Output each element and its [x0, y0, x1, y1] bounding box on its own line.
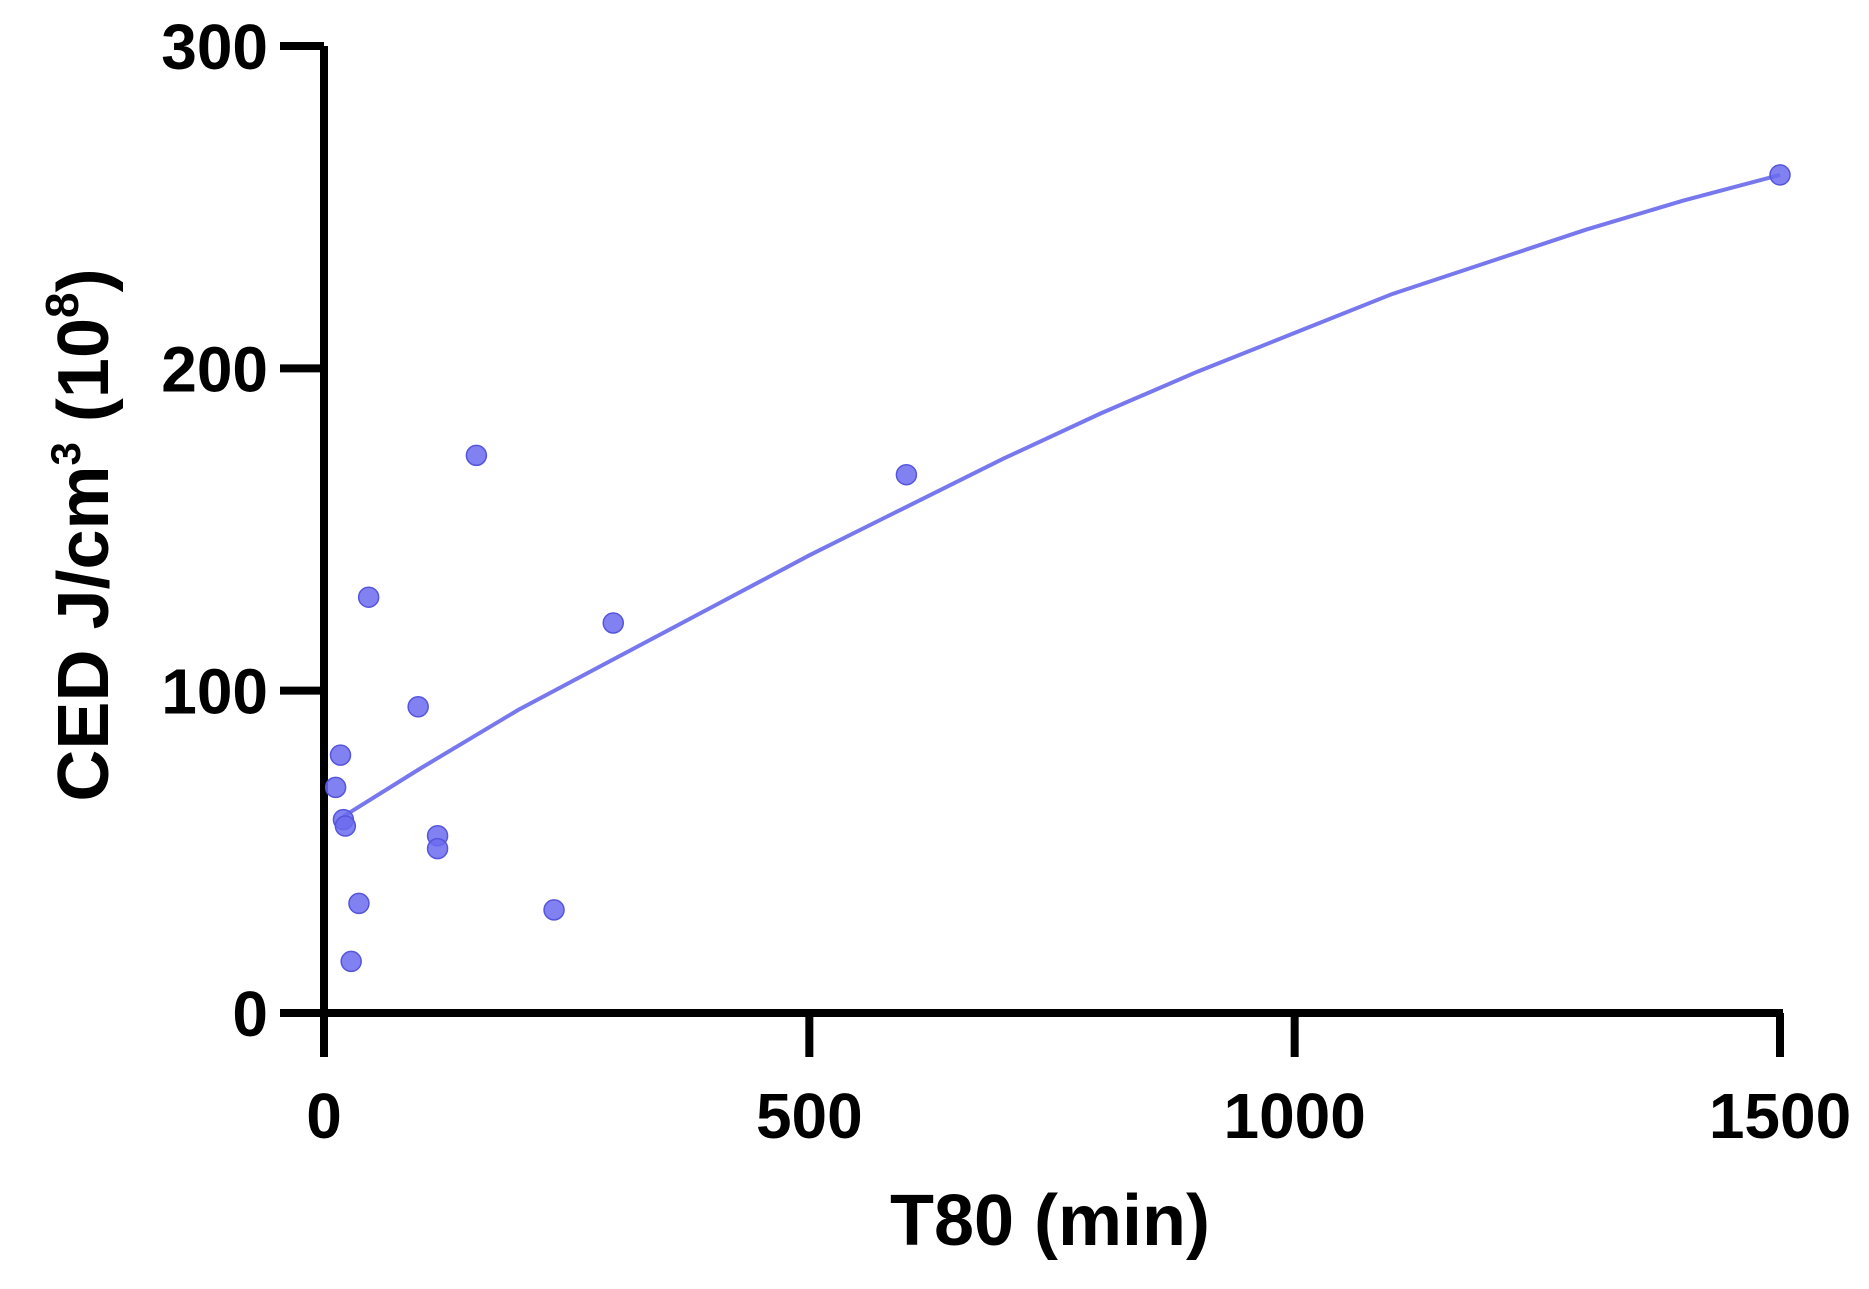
data-point [348, 892, 370, 915]
data-point [324, 776, 347, 799]
x-tick-label: 0 [306, 1080, 342, 1152]
y-axis-title-unit-open: (10 [44, 318, 124, 442]
y-axis-title: CED J/cm3 (108) [36, 268, 124, 801]
y-axis-title-unit-sup: 8 [36, 292, 88, 318]
x-axis: 0 500 1000 1500 [280, 1009, 1851, 1152]
data-point [334, 815, 357, 837]
y-axis-title-unit-close: ) [44, 268, 124, 292]
data-point [543, 899, 565, 921]
data-point [602, 612, 625, 634]
y-axis-title-main-sup: 3 [42, 442, 89, 465]
data-point [426, 837, 449, 860]
y-tick-label: 200 [161, 333, 268, 405]
y-ticks: 0 100 200 300 [161, 11, 324, 1050]
data-point [340, 950, 362, 973]
y-tick-label: 100 [161, 656, 268, 728]
x-tick-label: 1000 [1223, 1080, 1365, 1152]
y-axis-title-main: CED J/cm [44, 465, 124, 801]
x-tick-label: 500 [756, 1080, 863, 1152]
y-tick-label: 0 [232, 978, 268, 1050]
y-axis: 0 100 200 300 [161, 11, 328, 1050]
x-tick-label: 1500 [1709, 1080, 1851, 1152]
fit-line [342, 172, 1781, 819]
data-point [357, 586, 380, 608]
data-point [329, 744, 352, 766]
data-point [407, 696, 429, 718]
x-axis-title: T80 (min) [890, 1181, 1210, 1261]
data-point [1769, 164, 1791, 186]
data-point [465, 444, 488, 467]
y-tick-label: 300 [161, 11, 268, 83]
x-ticks: 0 500 1000 1500 [306, 1013, 1851, 1152]
data-point [895, 463, 918, 486]
data-points [324, 164, 1791, 973]
